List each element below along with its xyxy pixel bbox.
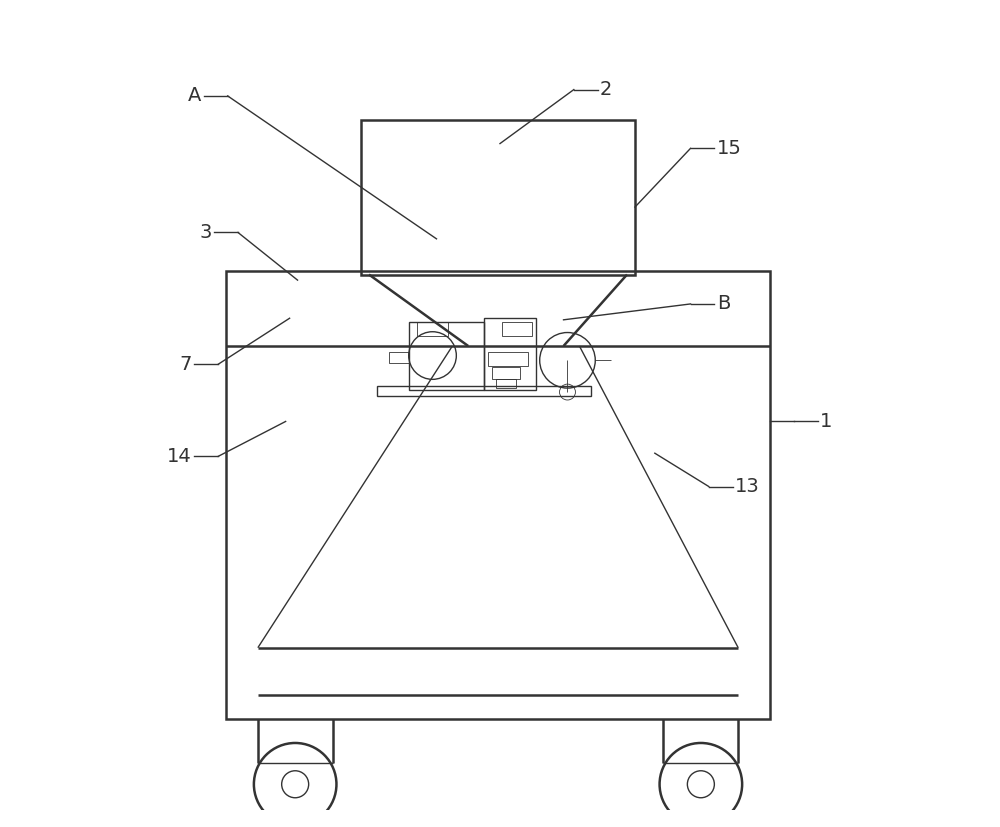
Bar xyxy=(502,323,532,337)
Bar xyxy=(484,318,536,390)
Text: 14: 14 xyxy=(167,447,192,466)
Bar xyxy=(488,351,528,366)
Text: 13: 13 xyxy=(735,477,760,496)
Bar xyxy=(389,352,409,364)
Text: 3: 3 xyxy=(199,223,212,242)
Bar xyxy=(409,323,484,390)
Bar xyxy=(377,385,591,396)
Bar xyxy=(361,120,635,275)
Bar xyxy=(496,379,516,388)
Text: 2: 2 xyxy=(600,80,612,99)
Text: 7: 7 xyxy=(180,355,192,374)
Bar xyxy=(226,270,770,719)
Bar xyxy=(417,323,448,337)
Text: B: B xyxy=(717,294,730,313)
Bar xyxy=(492,367,520,380)
Text: 1: 1 xyxy=(820,412,832,431)
Text: 15: 15 xyxy=(717,139,742,158)
Text: A: A xyxy=(188,87,201,105)
